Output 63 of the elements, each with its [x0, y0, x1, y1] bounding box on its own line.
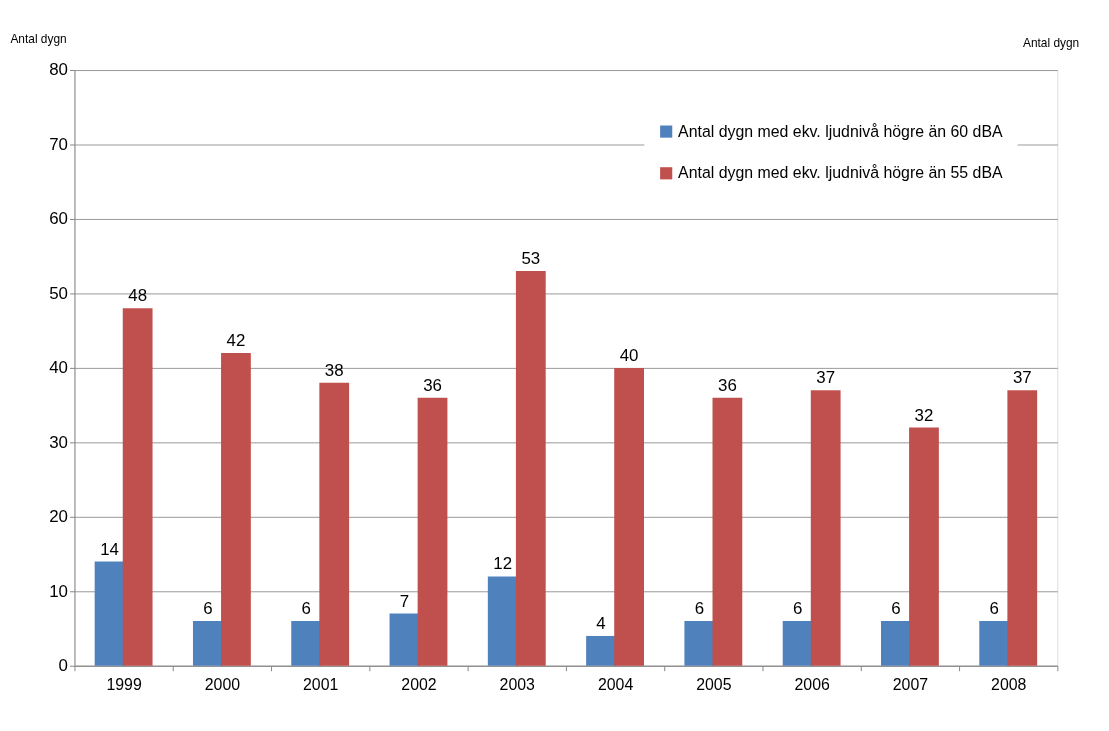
- y2-axis-title: Antal dygn: [1022, 36, 1080, 51]
- data-label: 6: [203, 599, 213, 619]
- y-tick-label: 70: [49, 134, 69, 154]
- y-tick-label: 80: [49, 60, 69, 80]
- x-tick-label: 2008: [991, 676, 1027, 694]
- x-tick-label: 1999: [106, 676, 142, 694]
- data-label: 7: [399, 591, 410, 611]
- y-tick-label: 0: [58, 656, 69, 676]
- bar: [881, 621, 911, 666]
- bar: [1007, 390, 1038, 666]
- bar: [684, 621, 715, 666]
- data-label: 53: [521, 249, 541, 269]
- bar: [810, 390, 841, 666]
- bar: [389, 613, 420, 666]
- bar: [487, 576, 518, 666]
- data-label: 12: [493, 554, 513, 574]
- data-label: 32: [914, 405, 934, 425]
- bar: [122, 308, 153, 666]
- bar: [614, 367, 644, 666]
- y-axis-title: Antal dygn: [10, 31, 67, 46]
- bar: [782, 621, 813, 666]
- data-label: 6: [891, 599, 901, 619]
- data-label: 36: [718, 375, 737, 395]
- data-label: 14: [100, 539, 119, 559]
- x-tick-label: 2003: [499, 676, 536, 694]
- x-tick-label: 2007: [892, 676, 929, 694]
- x-tick-label: 2001: [303, 676, 339, 694]
- bar: [712, 397, 743, 666]
- bar: [221, 353, 251, 666]
- x-tick-label: 2002: [401, 676, 437, 694]
- x-tick-label: 2000: [204, 676, 241, 694]
- data-label: 6: [989, 599, 999, 619]
- data-label: 6: [694, 599, 705, 619]
- bar: [909, 427, 939, 666]
- bar: [319, 382, 350, 666]
- data-label: 42: [226, 331, 246, 351]
- data-label: 6: [792, 599, 803, 619]
- data-label: 6: [301, 599, 311, 619]
- x-tick-label: 2005: [696, 676, 732, 694]
- data-label: 38: [324, 360, 344, 380]
- x-tick-label: 2006: [794, 676, 830, 694]
- bar: [417, 397, 448, 666]
- bar: [515, 271, 546, 666]
- y-tick-label: 20: [49, 507, 69, 527]
- bar: [979, 621, 1010, 666]
- data-label: 36: [423, 375, 442, 395]
- data-label: 37: [1012, 368, 1032, 388]
- data-label: 40: [619, 345, 639, 365]
- y-tick-label: 30: [49, 432, 69, 452]
- bar: [94, 561, 125, 666]
- bar: [291, 621, 322, 666]
- x-tick-label: 2004: [597, 676, 634, 694]
- data-label: 48: [128, 286, 148, 306]
- y-tick-label: 50: [49, 283, 69, 303]
- data-label: 4: [596, 614, 606, 634]
- y-tick-label: 40: [49, 358, 69, 378]
- data-label: 37: [816, 368, 836, 388]
- y-tick-label: 60: [49, 209, 69, 229]
- bar: [586, 635, 616, 666]
- legend-label: Antal dygn med ekv. ljudnivå högre än 60 dBA: [678, 122, 1003, 140]
- y-tick-label: 10: [49, 581, 69, 601]
- bar: [192, 621, 223, 666]
- legend-label: Antal dygn med ekv. ljudnivå högre än 55 dBA: [678, 164, 1003, 182]
